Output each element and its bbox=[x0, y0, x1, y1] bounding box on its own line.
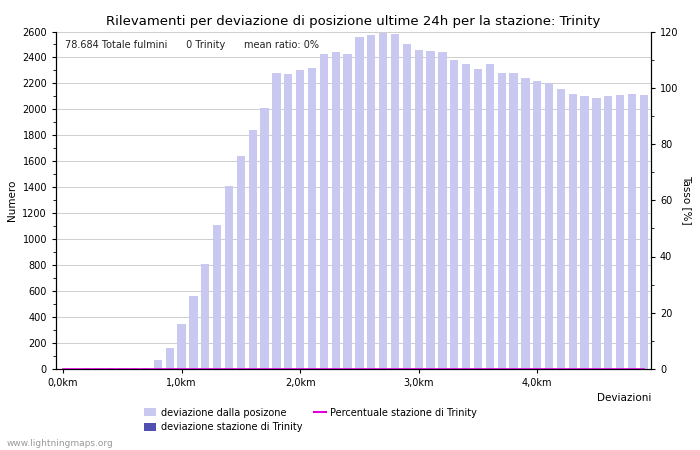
Bar bbox=[402, 45, 411, 369]
Bar bbox=[320, 54, 328, 369]
Bar bbox=[486, 64, 494, 369]
Bar bbox=[344, 54, 351, 369]
Bar bbox=[332, 52, 340, 369]
Bar bbox=[450, 60, 459, 369]
Bar bbox=[178, 324, 186, 369]
Text: Deviazioni: Deviazioni bbox=[596, 392, 651, 403]
Bar bbox=[367, 36, 375, 369]
Bar bbox=[426, 51, 435, 369]
Text: 78.684 Totale fulmini      0 Trinity      mean ratio: 0%: 78.684 Totale fulmini 0 Trinity mean rat… bbox=[65, 40, 319, 50]
Bar bbox=[533, 81, 541, 369]
Bar bbox=[545, 83, 553, 369]
Bar bbox=[438, 52, 447, 369]
Legend: deviazione dalla posizone, deviazione stazione di Trinity, Percentuale stazione : deviazione dalla posizone, deviazione st… bbox=[144, 408, 477, 432]
Bar bbox=[225, 186, 233, 369]
Bar bbox=[510, 73, 518, 369]
Bar bbox=[248, 130, 257, 369]
Bar bbox=[462, 64, 470, 369]
Bar bbox=[308, 68, 316, 369]
Title: Rilevamenti per deviazione di posizione ultime 24h per la stazione: Trinity: Rilevamenti per deviazione di posizione … bbox=[106, 14, 601, 27]
Y-axis label: Tasso [%]: Tasso [%] bbox=[682, 176, 692, 225]
Bar bbox=[379, 33, 387, 369]
Bar bbox=[272, 73, 281, 369]
Bar bbox=[166, 348, 174, 369]
Bar bbox=[201, 264, 209, 369]
Bar bbox=[568, 94, 577, 369]
Bar bbox=[391, 34, 399, 369]
Bar bbox=[556, 89, 565, 369]
Text: www.lightningmaps.org: www.lightningmaps.org bbox=[7, 439, 113, 448]
Bar bbox=[640, 95, 648, 369]
Bar bbox=[592, 98, 601, 369]
Bar bbox=[616, 95, 624, 369]
Bar bbox=[414, 50, 423, 369]
Bar bbox=[604, 96, 612, 369]
Bar bbox=[580, 96, 589, 369]
Bar bbox=[628, 94, 636, 369]
Bar bbox=[474, 69, 482, 369]
Bar bbox=[130, 368, 139, 369]
Bar bbox=[189, 296, 197, 369]
Y-axis label: Numero: Numero bbox=[7, 180, 17, 221]
Bar bbox=[356, 37, 363, 369]
Bar bbox=[154, 360, 162, 369]
Bar bbox=[284, 74, 293, 369]
Bar bbox=[213, 225, 221, 369]
Bar bbox=[237, 156, 245, 369]
Bar bbox=[260, 108, 269, 369]
Bar bbox=[498, 73, 506, 369]
Bar bbox=[296, 71, 304, 369]
Bar bbox=[522, 78, 529, 369]
